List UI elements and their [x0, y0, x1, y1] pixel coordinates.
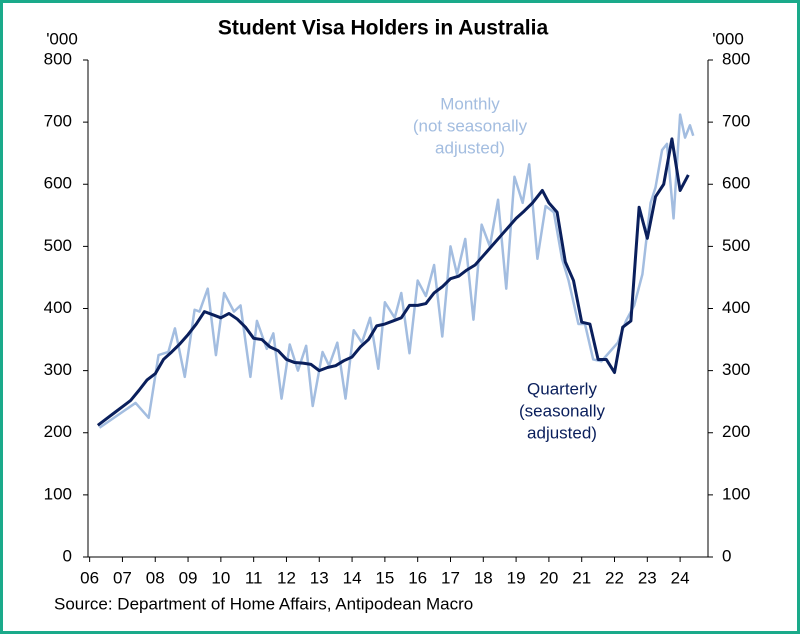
y-tick-label: 600: [44, 174, 72, 193]
y2-tick-label: 700: [722, 112, 750, 131]
x-tick-label: 10: [211, 568, 230, 587]
y-tick-label: 500: [44, 236, 72, 255]
source: Source: Department of Home Affairs, Anti…: [54, 594, 473, 613]
x-tick-label: 08: [146, 568, 165, 587]
y-tick-label: 300: [44, 360, 72, 379]
annotation: adjusted): [435, 138, 505, 157]
x-tick-label: 06: [80, 568, 99, 587]
y2-tick-label: 600: [722, 174, 750, 193]
annotation: Quarterly: [527, 379, 597, 398]
y2-tick-label: 300: [722, 360, 750, 379]
y2-tick-label: 800: [722, 49, 750, 68]
x-tick-label: 23: [638, 568, 657, 587]
x-tick-label: 19: [507, 568, 526, 587]
x-tick-label: 17: [441, 568, 460, 587]
y2-unit: '000: [712, 29, 744, 48]
x-tick-label: 12: [277, 568, 296, 587]
y2-tick-label: 500: [722, 236, 750, 255]
y-tick-label: 400: [44, 298, 72, 317]
annotation: Monthly: [440, 94, 500, 113]
x-tick-label: 11: [245, 568, 263, 587]
y-tick-label: 800: [44, 49, 72, 68]
x-tick-label: 24: [671, 568, 690, 587]
y2-tick-label: 100: [722, 484, 750, 503]
annotation: (not seasonally: [413, 116, 528, 135]
annotation: (seasonally: [519, 401, 605, 420]
series-line: [96, 137, 690, 427]
chart-title: Student Visa Holders in Australia: [218, 17, 549, 40]
y-tick-label: 200: [44, 422, 72, 441]
y-unit: '000: [46, 29, 78, 48]
x-tick-label: 16: [408, 568, 427, 587]
y2-tick-label: 200: [722, 422, 750, 441]
y2-tick-label: 0: [722, 546, 731, 565]
x-tick-label: 09: [179, 568, 198, 587]
series-line: [98, 113, 695, 429]
x-tick-label: 13: [310, 568, 329, 587]
x-tick-label: 22: [605, 568, 624, 587]
annotation: adjusted): [527, 423, 597, 442]
y2-tick-label: 400: [722, 298, 750, 317]
x-tick-label: 20: [539, 568, 558, 587]
y-tick-label: 700: [44, 112, 72, 131]
y-tick-label: 0: [63, 546, 72, 565]
x-tick-label: 21: [572, 568, 591, 587]
x-tick-label: 15: [375, 568, 394, 587]
x-tick-label: 18: [474, 568, 493, 587]
y-tick-label: 100: [44, 484, 72, 503]
x-tick-label: 14: [343, 568, 362, 587]
x-tick-label: 07: [113, 568, 132, 587]
